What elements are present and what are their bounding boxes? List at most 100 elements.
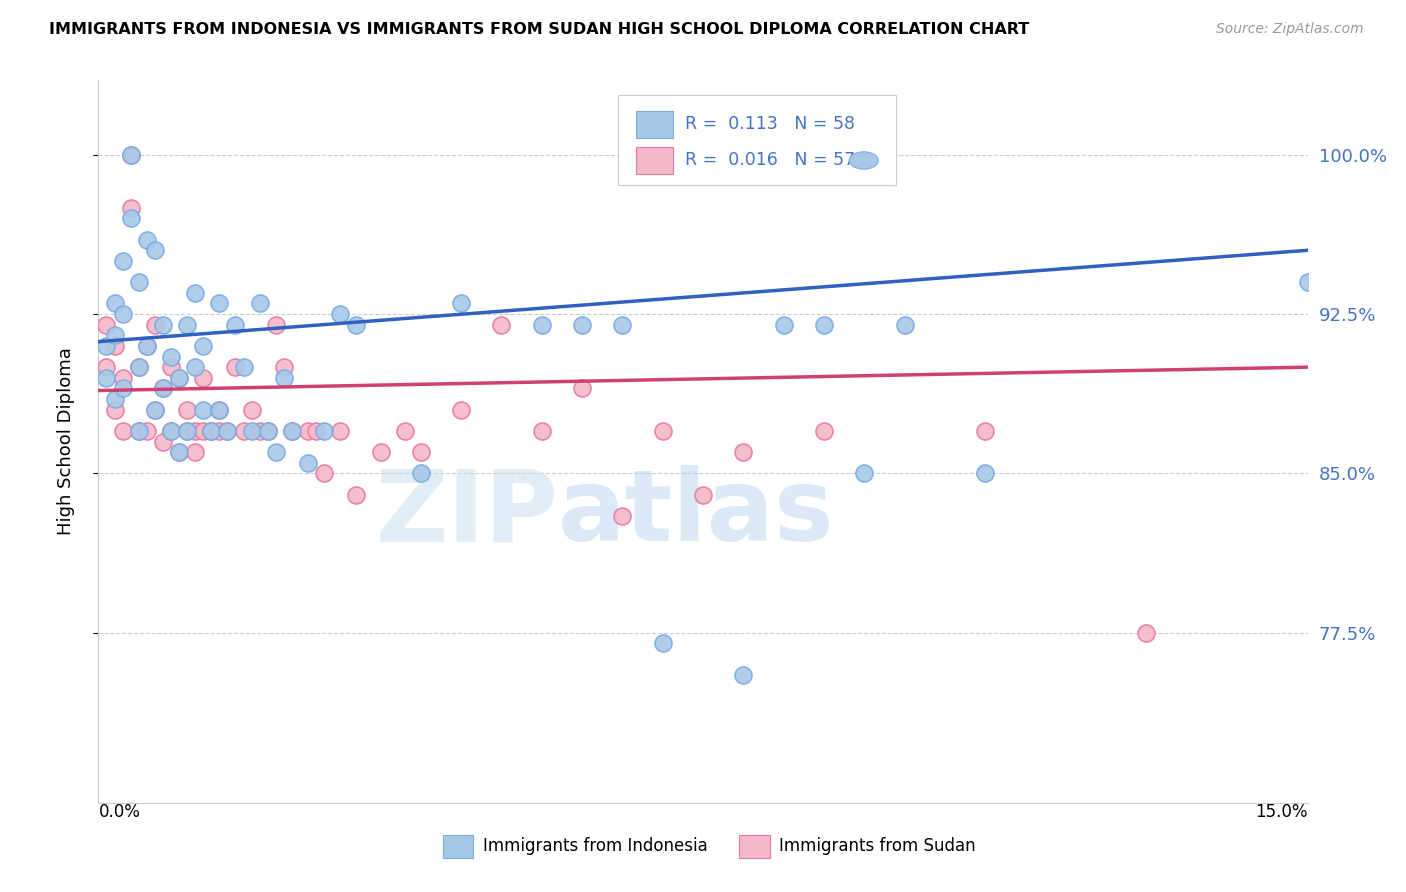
Point [974,467,997,481]
Point [297,456,319,470]
Point [240,424,263,438]
Point [167,445,190,459]
Point [152,318,174,332]
Point [232,360,254,375]
Point [1296,275,1319,289]
Point [571,381,593,395]
FancyBboxPatch shape [619,95,897,185]
Point [143,402,166,417]
Point [111,253,134,268]
Point [208,296,231,310]
Text: R =  0.016   N = 57: R = 0.016 N = 57 [685,152,855,169]
Point [103,339,125,353]
Point [249,424,271,438]
Point [135,424,157,438]
Point [176,424,198,438]
Point [120,147,142,161]
Point [103,296,125,310]
Point [281,424,304,438]
Point [111,307,134,321]
Point [224,360,246,375]
Point [297,424,319,438]
Point [612,318,634,332]
Point [193,371,215,385]
Point [305,424,328,438]
Bar [740,835,769,858]
Point [530,318,553,332]
Point [264,318,287,332]
Point [176,318,198,332]
Point [128,360,150,375]
Point [128,424,150,438]
Point [329,424,352,438]
Point [329,307,352,321]
Point [733,445,755,459]
Y-axis label: High School Diploma: High School Diploma [56,348,75,535]
Text: ZIP: ZIP [375,466,558,562]
Point [111,424,134,438]
Point [692,488,714,502]
Point [249,296,271,310]
Point [208,402,231,417]
Point [143,318,166,332]
Point [152,381,174,395]
Point [217,424,239,438]
Point [160,424,183,438]
Point [208,402,231,417]
Point [128,275,150,289]
Point [167,445,190,459]
Point [135,339,157,353]
Point [651,636,673,650]
Point [200,424,222,438]
Point [344,488,367,502]
Point [128,360,150,375]
Text: Immigrants from Sudan: Immigrants from Sudan [779,838,976,855]
Text: 15.0%: 15.0% [1256,803,1308,821]
Point [143,402,166,417]
Point [96,360,118,375]
Point [853,467,876,481]
Text: IMMIGRANTS FROM INDONESIA VS IMMIGRANTS FROM SUDAN HIGH SCHOOL DIPLOMA CORRELATI: IMMIGRANTS FROM INDONESIA VS IMMIGRANTS … [49,22,1029,37]
Point [651,424,673,438]
Point [176,402,198,417]
Point [200,424,222,438]
Point [208,424,231,438]
Point [772,318,794,332]
Point [394,424,416,438]
Point [314,424,336,438]
Point [409,445,432,459]
Point [167,371,190,385]
Point [530,424,553,438]
Point [370,445,392,459]
Text: 0.0%: 0.0% [98,803,141,821]
Text: Immigrants from Indonesia: Immigrants from Indonesia [482,838,707,855]
Point [273,360,295,375]
Point [224,318,246,332]
Point [135,233,157,247]
Point [273,371,295,385]
Point [176,424,198,438]
Point [612,508,634,523]
Point [120,201,142,215]
Point [160,360,183,375]
Point [128,424,150,438]
Point [111,381,134,395]
Point [264,445,287,459]
Point [152,434,174,449]
Point [314,467,336,481]
Point [103,392,125,406]
Point [120,147,142,161]
Point [491,318,513,332]
Point [813,424,835,438]
Text: Source: ZipAtlas.com: Source: ZipAtlas.com [1216,22,1364,37]
Point [193,424,215,438]
Point [96,371,118,385]
Point [111,371,134,385]
Point [256,424,278,438]
Point [103,402,125,417]
Point [184,360,207,375]
Point [184,445,207,459]
Point [240,402,263,417]
Point [217,424,239,438]
Bar [637,147,672,174]
